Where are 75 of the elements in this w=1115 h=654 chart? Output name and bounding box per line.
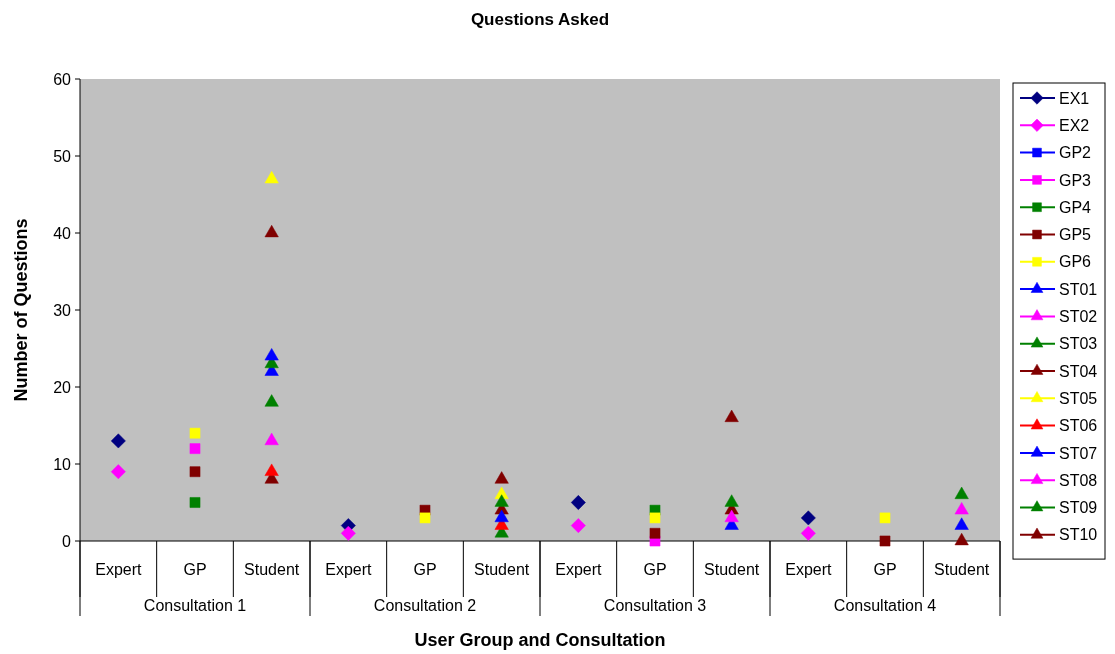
y-tick-label: 40: [53, 224, 72, 242]
legend-label: GP6: [1059, 253, 1092, 271]
point: [879, 512, 891, 524]
point: [570, 518, 586, 533]
x-tick-label: Student: [244, 561, 300, 578]
y-tick-label: 60: [53, 70, 72, 88]
point: [494, 494, 509, 507]
text: Consultation 2: [373, 597, 477, 614]
x-tick-label: Expert: [555, 561, 603, 578]
point: [264, 224, 279, 238]
x-tick-label: Expert: [325, 561, 373, 578]
legend-label: ST10: [1059, 526, 1098, 544]
x-tick-label: GP: [873, 561, 897, 578]
point: [110, 464, 126, 480]
chart-title: Questions Asked: [470, 10, 610, 29]
point: [954, 502, 969, 515]
legend-label: EX1: [1059, 89, 1090, 107]
point: [189, 466, 201, 477]
x-tick-label: Expert: [95, 561, 143, 578]
x-axis-title: User Group and Consultation: [414, 630, 666, 650]
point: [954, 532, 969, 546]
legend-label: ST06: [1059, 417, 1098, 435]
point: [494, 471, 509, 484]
y-tick-label: 0: [62, 532, 72, 550]
point: [800, 510, 816, 526]
x-tick-label: Student: [934, 561, 990, 578]
point: [724, 509, 739, 523]
y-tick-label: 50: [53, 147, 72, 165]
text: Consultation 3: [603, 597, 707, 614]
point: [879, 535, 891, 547]
point: [264, 463, 279, 476]
y-axis-title: Number of Questions: [11, 218, 31, 402]
legend-label: ST07: [1059, 444, 1098, 462]
legend-label: EX2: [1059, 116, 1090, 134]
legend-label: GP5: [1059, 226, 1092, 244]
point: [110, 433, 126, 449]
x-tick-label: GP: [413, 561, 437, 578]
x-tick-label: Student: [474, 561, 530, 578]
point: [954, 486, 969, 499]
point: [649, 528, 661, 539]
y-tick-label: 10: [53, 455, 72, 473]
legend-label: GP4: [1059, 198, 1092, 216]
x-tick-label: GP: [183, 561, 207, 578]
legend-label: GP3: [1059, 171, 1092, 189]
x-tick-label: Expert: [785, 561, 833, 578]
point: [494, 509, 509, 523]
point: [724, 409, 739, 422]
point: [264, 171, 279, 184]
point: [189, 427, 201, 439]
point: [189, 443, 201, 454]
point: [264, 348, 279, 361]
legend-label: GP2: [1059, 144, 1092, 162]
point: [419, 512, 431, 524]
point: [800, 525, 816, 541]
legend-label: ST01: [1059, 280, 1098, 298]
point: [954, 517, 969, 530]
point: [649, 512, 661, 524]
point: [189, 497, 201, 508]
x-tick-label: GP: [643, 561, 667, 578]
text: Consultation 1: [143, 597, 247, 614]
legend-label: ST03: [1059, 335, 1098, 353]
point: [340, 525, 356, 541]
point: [264, 394, 279, 407]
legend-label: ST09: [1059, 499, 1098, 517]
legend-label: ST04: [1059, 362, 1098, 380]
legend-label: ST05: [1059, 389, 1098, 407]
point: [264, 432, 279, 446]
y-tick-label: 30: [53, 301, 72, 319]
y-tick-label: 20: [53, 378, 72, 396]
x-tick-label: Student: [704, 561, 760, 578]
text: Consultation 4: [833, 597, 937, 614]
point: [724, 494, 739, 507]
legend-label: ST08: [1059, 471, 1098, 489]
point: [570, 495, 586, 510]
legend-label: ST02: [1059, 308, 1098, 325]
